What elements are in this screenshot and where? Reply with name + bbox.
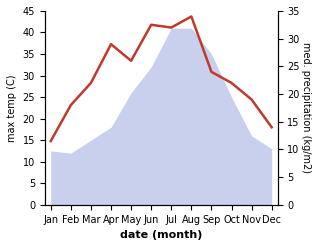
Y-axis label: max temp (C): max temp (C)	[7, 74, 17, 142]
Y-axis label: med. precipitation (kg/m2): med. precipitation (kg/m2)	[301, 42, 311, 173]
X-axis label: date (month): date (month)	[120, 230, 203, 240]
